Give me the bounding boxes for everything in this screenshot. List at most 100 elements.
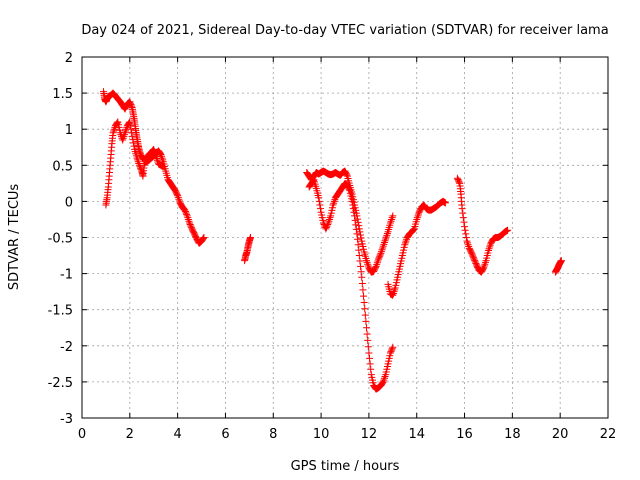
- data-point: [199, 234, 207, 242]
- y-tick-label: 2: [65, 51, 73, 66]
- y-tick-label: -2: [60, 340, 73, 355]
- data-point: [173, 190, 181, 198]
- data-point: [378, 380, 386, 388]
- data-point: [149, 146, 157, 154]
- data-point: [329, 201, 337, 209]
- data-point: [383, 231, 391, 239]
- data-point: [345, 185, 353, 193]
- series-arc-1b: [102, 118, 167, 209]
- data-point: [330, 197, 338, 205]
- data-point: [126, 118, 134, 126]
- data-point: [175, 197, 183, 205]
- data-point: [316, 205, 324, 213]
- x-tick-label: 0: [78, 427, 86, 442]
- data-point: [151, 149, 159, 157]
- data-point: [469, 252, 477, 260]
- data-point: [315, 197, 323, 205]
- data-point: [362, 317, 370, 325]
- data-point: [119, 136, 127, 144]
- data-point: [464, 241, 472, 249]
- grid-lines: [82, 57, 608, 418]
- data-point: [363, 324, 371, 332]
- data-point: [388, 215, 396, 223]
- data-point: [461, 223, 469, 231]
- data-point: [174, 193, 182, 201]
- data-point: [379, 244, 387, 252]
- data-point: [460, 218, 468, 226]
- data-points: [100, 88, 565, 393]
- data-point: [367, 365, 375, 373]
- data-point: [389, 212, 397, 220]
- data-point: [133, 154, 141, 162]
- data-point: [330, 199, 338, 207]
- data-point: [322, 223, 330, 231]
- data-point: [127, 125, 135, 133]
- data-point: [141, 158, 149, 166]
- data-point: [355, 252, 363, 260]
- data-point: [350, 208, 358, 216]
- data-point: [371, 264, 379, 272]
- data-point: [325, 217, 333, 225]
- data-point: [441, 199, 449, 207]
- data-point: [459, 209, 467, 217]
- data-point: [413, 214, 421, 222]
- data-point: [110, 125, 118, 133]
- data-point: [459, 214, 467, 222]
- data-point: [486, 243, 494, 251]
- data-point: [185, 217, 193, 225]
- y-tick-label: 1: [65, 123, 73, 138]
- y-tick-label: -1: [60, 268, 73, 283]
- data-point: [136, 163, 144, 171]
- data-point: [134, 156, 142, 164]
- data-point: [174, 192, 182, 200]
- data-point: [361, 305, 369, 313]
- data-point: [170, 185, 178, 193]
- y-tick-label: -3: [60, 412, 73, 427]
- y-axis-label: SDTVAR / TECUs: [7, 184, 22, 291]
- data-point: [109, 129, 117, 137]
- data-point: [113, 120, 121, 128]
- data-point: [410, 226, 418, 234]
- data-point: [504, 226, 512, 234]
- data-point: [389, 343, 397, 351]
- data-point: [461, 226, 469, 234]
- axis-ticks: [81, 56, 609, 419]
- data-point: [366, 354, 374, 362]
- data-point: [485, 245, 493, 253]
- data-point: [374, 257, 382, 265]
- data-point: [380, 240, 388, 248]
- data-point: [377, 249, 385, 257]
- series-arc-3b: [305, 176, 397, 393]
- data-point: [186, 219, 194, 227]
- data-point: [373, 261, 381, 269]
- y-tick-label: 1.5: [52, 87, 73, 102]
- data-point: [366, 360, 374, 368]
- data-point: [113, 119, 121, 127]
- data-point: [391, 286, 399, 294]
- data-point: [458, 205, 466, 213]
- plot-frame: [81, 56, 609, 419]
- x-tick-label: 22: [600, 427, 617, 442]
- data-point: [383, 230, 391, 238]
- data-point: [153, 156, 161, 164]
- data-point: [480, 262, 488, 270]
- data-point: [183, 210, 191, 218]
- data-point: [152, 153, 160, 161]
- data-point: [380, 374, 388, 382]
- data-point: [110, 127, 118, 135]
- data-point: [360, 292, 368, 300]
- data-point: [386, 219, 394, 227]
- data-point: [357, 231, 365, 239]
- data-point: [374, 255, 382, 263]
- data-point: [389, 289, 397, 297]
- data-point: [481, 260, 489, 268]
- series-arc-5: [551, 257, 565, 276]
- data-point: [349, 201, 357, 209]
- data-point: [353, 230, 361, 238]
- data-point: [462, 230, 470, 238]
- x-tick-label: 16: [456, 427, 473, 442]
- data-point: [199, 235, 207, 243]
- data-point: [470, 255, 478, 263]
- data-point: [464, 239, 472, 247]
